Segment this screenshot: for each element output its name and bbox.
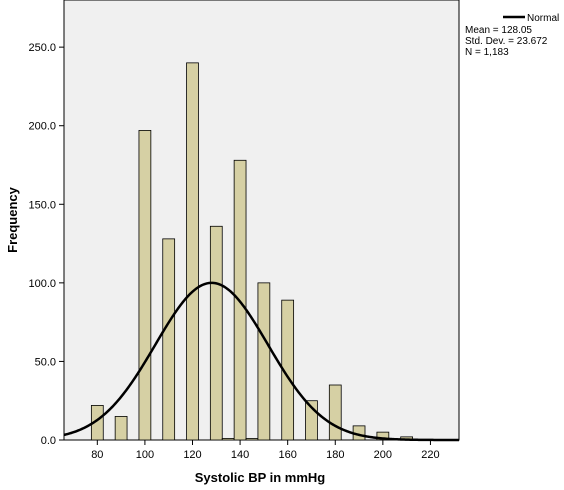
y-tick-label: 100.0 xyxy=(28,278,56,290)
y-axis-title: Frequency xyxy=(5,186,20,253)
histogram-bar xyxy=(246,438,258,440)
stats-n: N = 1,183 xyxy=(465,47,509,58)
x-tick-label: 80 xyxy=(91,449,103,461)
histogram-bar xyxy=(139,130,151,440)
y-tick-label: 250.0 xyxy=(28,42,56,54)
x-tick-label: 200 xyxy=(374,449,392,461)
y-tick-label: 200.0 xyxy=(28,121,56,133)
x-tick-label: 220 xyxy=(421,449,439,461)
histogram-bar xyxy=(329,385,341,440)
histogram-bar xyxy=(222,438,234,440)
histogram-bar xyxy=(163,239,175,440)
stats-std-dev: Std. Dev. = 23.672 xyxy=(465,36,548,47)
x-axis: 80 100 120 140 160 180 200 220 xyxy=(91,440,439,461)
x-tick-label: 160 xyxy=(278,449,296,461)
stats-mean: Mean = 128.05 xyxy=(465,25,532,36)
y-axis: 0.0 50.0 100.0 150.0 200.0 250.0 xyxy=(28,42,64,447)
histogram-bar xyxy=(187,63,199,440)
y-tick-label: 0.0 xyxy=(41,435,56,447)
x-tick-label: 180 xyxy=(326,449,344,461)
x-axis-title: Systolic BP in mmHg xyxy=(195,470,326,485)
histogram-bar xyxy=(258,283,270,440)
x-tick-label: 100 xyxy=(136,449,154,461)
x-tick-label: 140 xyxy=(231,449,249,461)
y-tick-label: 50.0 xyxy=(35,356,56,368)
y-tick-label: 150.0 xyxy=(28,199,56,211)
x-tick-label: 120 xyxy=(183,449,201,461)
legend: Normal Mean = 128.05 Std. Dev. = 23.672 … xyxy=(465,13,559,58)
histogram-bar xyxy=(210,226,222,440)
legend-normal-label: Normal xyxy=(527,13,559,24)
histogram-bar xyxy=(115,416,127,440)
